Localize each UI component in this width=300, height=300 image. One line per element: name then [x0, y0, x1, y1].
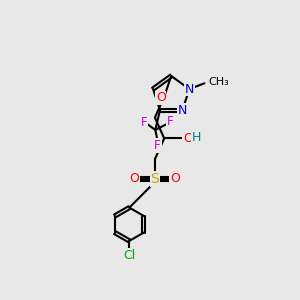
Text: O: O [183, 132, 193, 145]
Text: F: F [141, 116, 148, 129]
Text: O: O [156, 92, 166, 104]
Text: F: F [167, 115, 174, 128]
Text: Cl: Cl [123, 249, 136, 262]
Text: O: O [130, 172, 140, 185]
Text: S: S [151, 172, 159, 186]
Text: N: N [184, 82, 194, 96]
Text: F: F [154, 139, 161, 152]
Text: N: N [178, 104, 187, 117]
Text: O: O [170, 172, 180, 185]
Text: CH₃: CH₃ [208, 77, 230, 87]
Text: H: H [192, 131, 202, 144]
